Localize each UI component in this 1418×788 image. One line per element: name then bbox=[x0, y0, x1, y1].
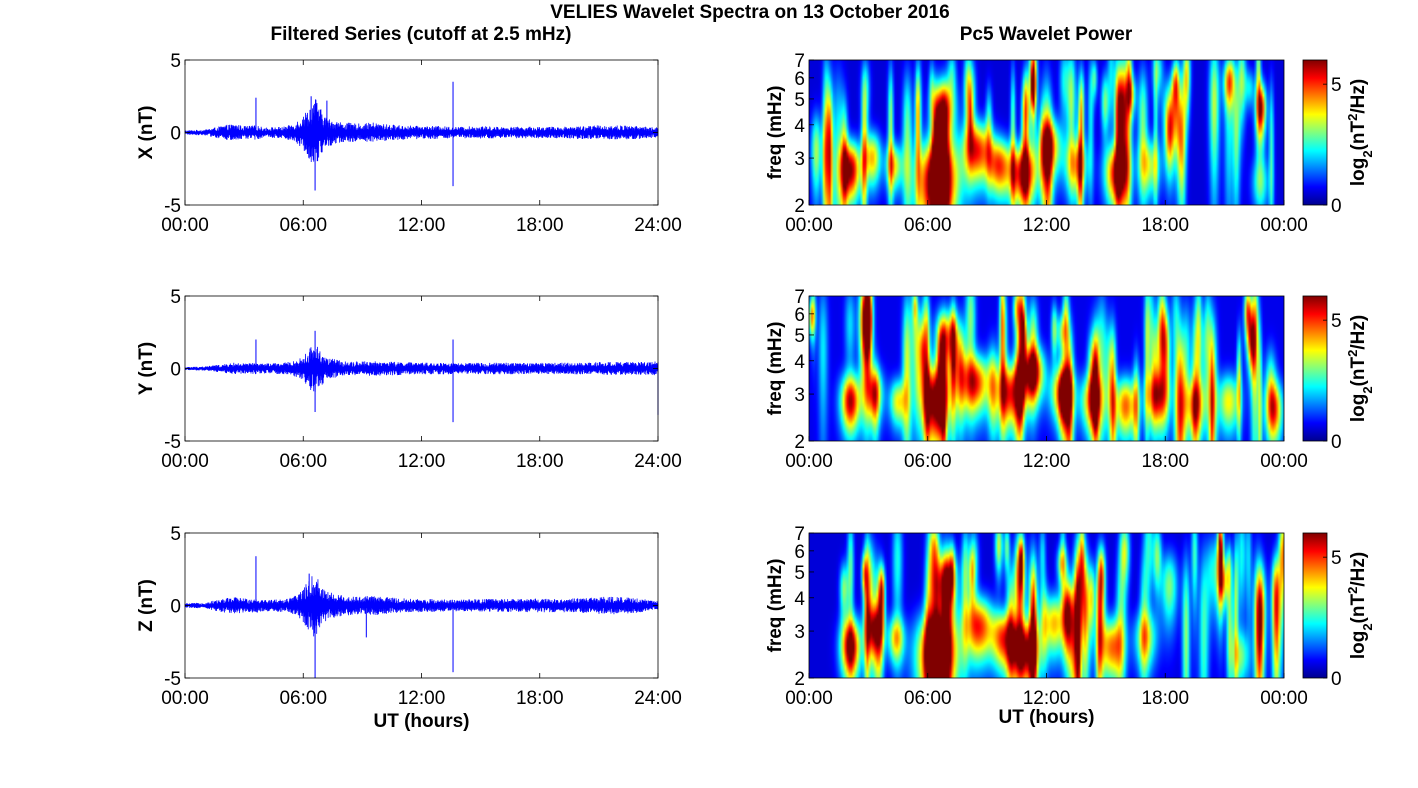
x-tick-label: 24:00 bbox=[634, 451, 682, 472]
y-tick-label: 4 bbox=[794, 352, 805, 373]
x-tick-label: 24:00 bbox=[634, 215, 682, 236]
colorbar-tick-label: 5 bbox=[1331, 548, 1342, 569]
y-tick-label: 7 bbox=[794, 287, 805, 308]
x-tick-label: 06:00 bbox=[279, 451, 327, 472]
x-tick-label: 18:00 bbox=[1141, 451, 1189, 472]
y-axis-label: freq (mHz) bbox=[765, 559, 786, 653]
z-filtered-series-panel: -5 0 5 00:00 06:00 12:00 18:00 24:00 Z (nT) UT (h… bbox=[136, 524, 682, 732]
x-tick-label: 06:00 bbox=[279, 215, 327, 236]
colorbar-tick-label: 0 bbox=[1331, 669, 1342, 690]
x-tick-label: 18:00 bbox=[516, 451, 564, 472]
y-tick-label: 4 bbox=[794, 589, 805, 610]
y-tick-label: 5 bbox=[170, 287, 181, 308]
x-tick-label: 00:00 bbox=[1260, 451, 1308, 472]
x-tick-label: 12:00 bbox=[1023, 215, 1071, 236]
x-tick-label: 06:00 bbox=[279, 688, 327, 709]
y-tick-label: 7 bbox=[794, 524, 805, 545]
x-tick-label: 00:00 bbox=[785, 451, 833, 472]
y-tick-label: 6 bbox=[794, 69, 805, 90]
x-tick-label: 24:00 bbox=[634, 688, 682, 709]
y-tick-label: 0 bbox=[170, 360, 181, 381]
x-tick-label: 18:00 bbox=[516, 215, 564, 236]
y-axis-label: freq (mHz) bbox=[765, 86, 786, 180]
series-line bbox=[184, 99, 659, 163]
y-filtered-series-panel: -5 0 5 00:00 06:00 12:00 18:00 24:00 Y (nT) bbox=[136, 287, 682, 472]
y-tick-label: 3 bbox=[794, 385, 805, 406]
x-tick-label: 18:00 bbox=[1141, 688, 1189, 709]
spectrogram-image bbox=[809, 60, 1284, 205]
y-tick-label: -5 bbox=[164, 196, 181, 217]
colorbar-label: log2(nT2/Hz) bbox=[1345, 79, 1375, 186]
y-tick-label: 0 bbox=[170, 124, 181, 145]
y-axis-label: X (nT) bbox=[136, 106, 157, 160]
y-tick-label: 5 bbox=[170, 51, 181, 72]
x-filtered-series-panel: -5 0 5 00:00 06:00 12:00 18:00 24:00 X (nT) bbox=[136, 51, 682, 236]
x-tick-label: 00:00 bbox=[1260, 215, 1308, 236]
y-tick-label: 2 bbox=[794, 196, 805, 217]
y-tick-label: 3 bbox=[794, 622, 805, 643]
colorbar-tick-label: 0 bbox=[1331, 196, 1342, 217]
x-tick-label: 12:00 bbox=[398, 215, 446, 236]
x-tick-label: 12:00 bbox=[398, 451, 446, 472]
x-tick-label: 00:00 bbox=[785, 215, 833, 236]
right-column-title: Pc5 Wavelet Power bbox=[960, 24, 1133, 45]
y-tick-label: 4 bbox=[794, 116, 805, 137]
y-tick-label: 6 bbox=[794, 542, 805, 563]
x-tick-label: 18:00 bbox=[1141, 215, 1189, 236]
y-tick-label: 0 bbox=[170, 597, 181, 618]
y-axis-label: Z (nT) bbox=[136, 579, 157, 632]
spectrogram-image bbox=[809, 533, 1284, 678]
colorbar-tick-label: 0 bbox=[1331, 432, 1342, 453]
y-tick-label: 3 bbox=[794, 149, 805, 170]
spectrogram-image bbox=[809, 296, 1284, 441]
y-axis-label: freq (mHz) bbox=[765, 322, 786, 416]
x-tick-label: 00:00 bbox=[161, 451, 209, 472]
colorbar-label: log2(nT2/Hz) bbox=[1345, 315, 1375, 422]
y-tick-label: 5 bbox=[794, 90, 805, 111]
x-tick-label: 06:00 bbox=[904, 451, 952, 472]
y-axis-label: Y (nT) bbox=[136, 342, 157, 395]
x-tick-label: 12:00 bbox=[1023, 451, 1071, 472]
x-tick-label: 06:00 bbox=[904, 215, 952, 236]
colorbar-gradient bbox=[1302, 295, 1328, 442]
x-axis-label: UT (hours) bbox=[998, 707, 1094, 728]
y-tick-label: -5 bbox=[164, 669, 181, 690]
x-axis-label: UT (hours) bbox=[373, 711, 469, 732]
x-tick-label: 06:00 bbox=[904, 688, 952, 709]
colorbar-tick-label: 5 bbox=[1331, 75, 1342, 96]
x-tick-label: 00:00 bbox=[161, 215, 209, 236]
x-tick-label: 12:00 bbox=[1023, 688, 1071, 709]
series-line bbox=[184, 576, 659, 637]
colorbar-label: log2(nT2/Hz) bbox=[1345, 552, 1375, 659]
colorbar-gradient bbox=[1302, 532, 1328, 679]
y-tick-label: 5 bbox=[794, 326, 805, 347]
x-tick-label: 12:00 bbox=[398, 688, 446, 709]
figure-title: VELIES Wavelet Spectra on 13 October 201… bbox=[550, 2, 950, 23]
y-tick-label: 6 bbox=[794, 305, 805, 326]
x-tick-label: 18:00 bbox=[516, 688, 564, 709]
y-tick-label: -5 bbox=[164, 432, 181, 453]
y-tick-label: 5 bbox=[794, 563, 805, 584]
colorbar-tick-label: 5 bbox=[1331, 311, 1342, 332]
y-tick-label: 5 bbox=[170, 524, 181, 545]
y-tick-label: 2 bbox=[794, 669, 805, 690]
x-tick-label: 00:00 bbox=[1260, 688, 1308, 709]
x-tick-label: 00:00 bbox=[785, 688, 833, 709]
y-tick-label: 7 bbox=[794, 51, 805, 72]
series-line bbox=[184, 346, 659, 392]
x-tick-label: 00:00 bbox=[161, 688, 209, 709]
left-column-title: Filtered Series (cutoff at 2.5 mHz) bbox=[271, 24, 572, 45]
colorbar-gradient bbox=[1302, 59, 1328, 206]
y-tick-label: 2 bbox=[794, 432, 805, 453]
